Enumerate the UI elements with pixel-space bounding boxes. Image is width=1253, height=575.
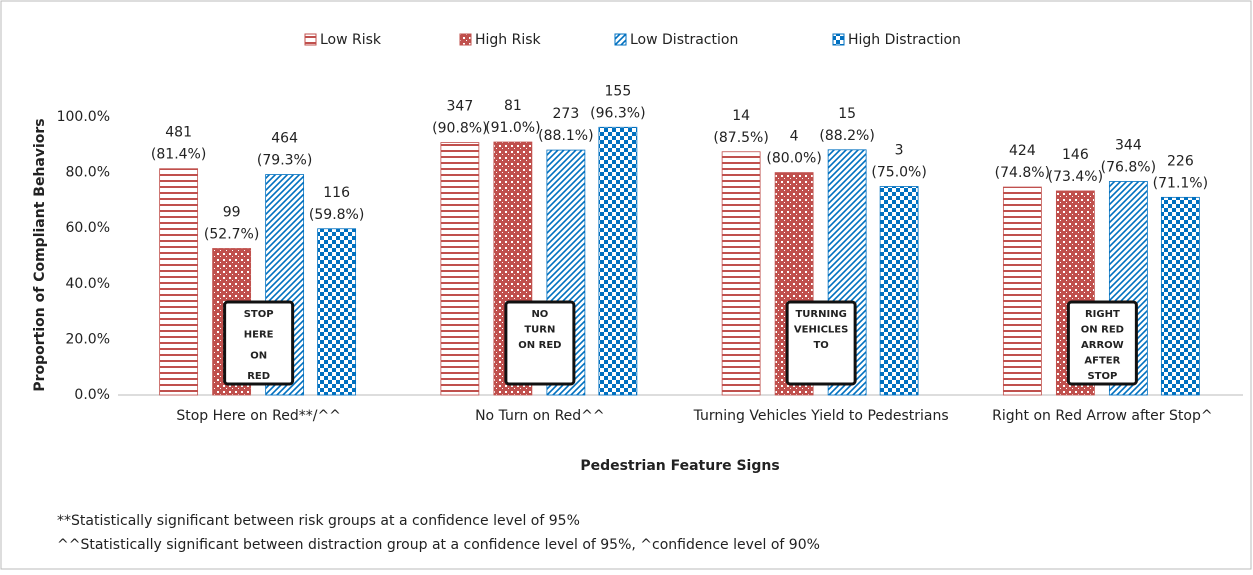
data-label-count: 347 — [447, 99, 474, 115]
sign-text: ARROW — [1081, 340, 1124, 351]
data-label: (96.3%) — [590, 105, 645, 121]
bar — [1002, 186, 1042, 396]
data-label: (80.0%) — [766, 151, 821, 167]
data-label: (59.8%) — [309, 207, 364, 223]
sign-text: RIGHT — [1085, 309, 1120, 320]
sign-text: RED — [247, 371, 270, 382]
legend-label: High Distraction — [848, 32, 961, 48]
y-tick-label: 100.0% — [57, 109, 110, 125]
bar — [317, 228, 357, 396]
data-label-count: 81 — [504, 98, 522, 114]
bar — [721, 151, 761, 396]
y-tick-label: 40.0% — [66, 276, 110, 292]
sign-text: ON — [250, 350, 267, 361]
sign-text: AFTER — [1084, 356, 1120, 367]
y-tick-label: 0.0% — [74, 387, 110, 403]
y-tick-label: 20.0% — [66, 331, 110, 347]
bar — [598, 126, 638, 396]
x-tick-label-box: Right on Red Arrow after Stop^ — [992, 408, 1213, 424]
data-label: (75.0%) — [871, 165, 926, 181]
data-label-count: 464 — [271, 131, 298, 147]
x-tick-label-box: No Turn on Red^^ — [475, 408, 605, 424]
data-label-count: 344 — [1115, 137, 1142, 153]
sign — [785, 300, 857, 386]
sign-text: STOP — [1087, 371, 1117, 382]
data-label-count: 116 — [323, 185, 350, 201]
sign-text: STOP — [244, 309, 274, 320]
y-axis-title: Proportion of Compliant Behaviors — [32, 118, 48, 391]
y-tick-label: 60.0% — [66, 220, 110, 236]
data-label-count: 226 — [1167, 153, 1194, 169]
sign-text: TURNING — [795, 309, 846, 320]
data-label: (73.4%) — [1048, 169, 1103, 185]
x-tick-label: No Turn on Red^^ — [475, 408, 605, 424]
data-label-count: 273 — [553, 106, 580, 122]
data-label: (87.5%) — [713, 130, 768, 146]
sign — [223, 300, 295, 386]
data-label: (88.2%) — [819, 128, 874, 144]
data-label: (90.8%) — [432, 121, 487, 137]
data-label: (79.3%) — [257, 153, 312, 169]
x-tick-label-box: Turning Vehicles Yield to Pedestrians — [693, 408, 949, 424]
data-label-count: 4 — [790, 129, 799, 145]
x-tick-label-box: Stop Here on Red**/^^ — [176, 408, 341, 424]
sign-text: TURN — [524, 325, 555, 336]
legend-label: Low Risk — [320, 32, 382, 48]
bar — [1160, 196, 1200, 396]
legend-swatch — [304, 33, 317, 46]
legend-swatch — [614, 33, 627, 46]
data-label-count: 14 — [732, 108, 750, 124]
data-label-count: 146 — [1062, 147, 1089, 163]
sign-text: ON RED — [1081, 325, 1124, 336]
legend-swatch — [459, 33, 472, 46]
sign-text: ON RED — [518, 340, 561, 351]
note: ^^Statistically significant between dist… — [57, 537, 820, 553]
data-label-count: 481 — [165, 125, 192, 141]
data-label-count: 424 — [1009, 143, 1036, 159]
sign — [504, 300, 576, 386]
data-label: (71.1%) — [1153, 175, 1208, 191]
sign-text: TO — [813, 340, 828, 351]
bar — [159, 168, 199, 396]
bar — [440, 142, 480, 396]
legend-label: High Risk — [475, 32, 542, 48]
sign-text: VEHICLES — [794, 325, 848, 336]
data-label: (52.7%) — [204, 226, 259, 242]
legend-label: Low Distraction — [630, 32, 738, 48]
data-label-count: 15 — [838, 106, 856, 122]
x-tick-label: Right on Red Arrow after Stop^ — [992, 408, 1213, 424]
y-tick-label: 80.0% — [66, 165, 110, 181]
x-axis-title: Pedestrian Feature Signs — [580, 458, 779, 474]
data-label: (74.8%) — [995, 165, 1050, 181]
sign-text: NO — [531, 309, 548, 320]
note: **Statistically significant between risk… — [57, 513, 580, 529]
bar — [879, 186, 919, 396]
data-label: (81.4%) — [151, 147, 206, 163]
data-label: (76.8%) — [1101, 159, 1156, 175]
data-label-count: 155 — [605, 83, 632, 99]
data-label: (88.1%) — [538, 128, 593, 144]
sign — [1066, 300, 1138, 386]
legend-swatch — [832, 33, 845, 46]
data-label-count: 3 — [895, 143, 904, 159]
sign-text: HERE — [244, 330, 274, 341]
x-tick-label: Turning Vehicles Yield to Pedestrians — [693, 408, 949, 424]
data-label: (91.0%) — [485, 120, 540, 136]
data-label-count: 99 — [223, 204, 241, 220]
x-tick-label: Stop Here on Red**/^^ — [176, 408, 341, 424]
